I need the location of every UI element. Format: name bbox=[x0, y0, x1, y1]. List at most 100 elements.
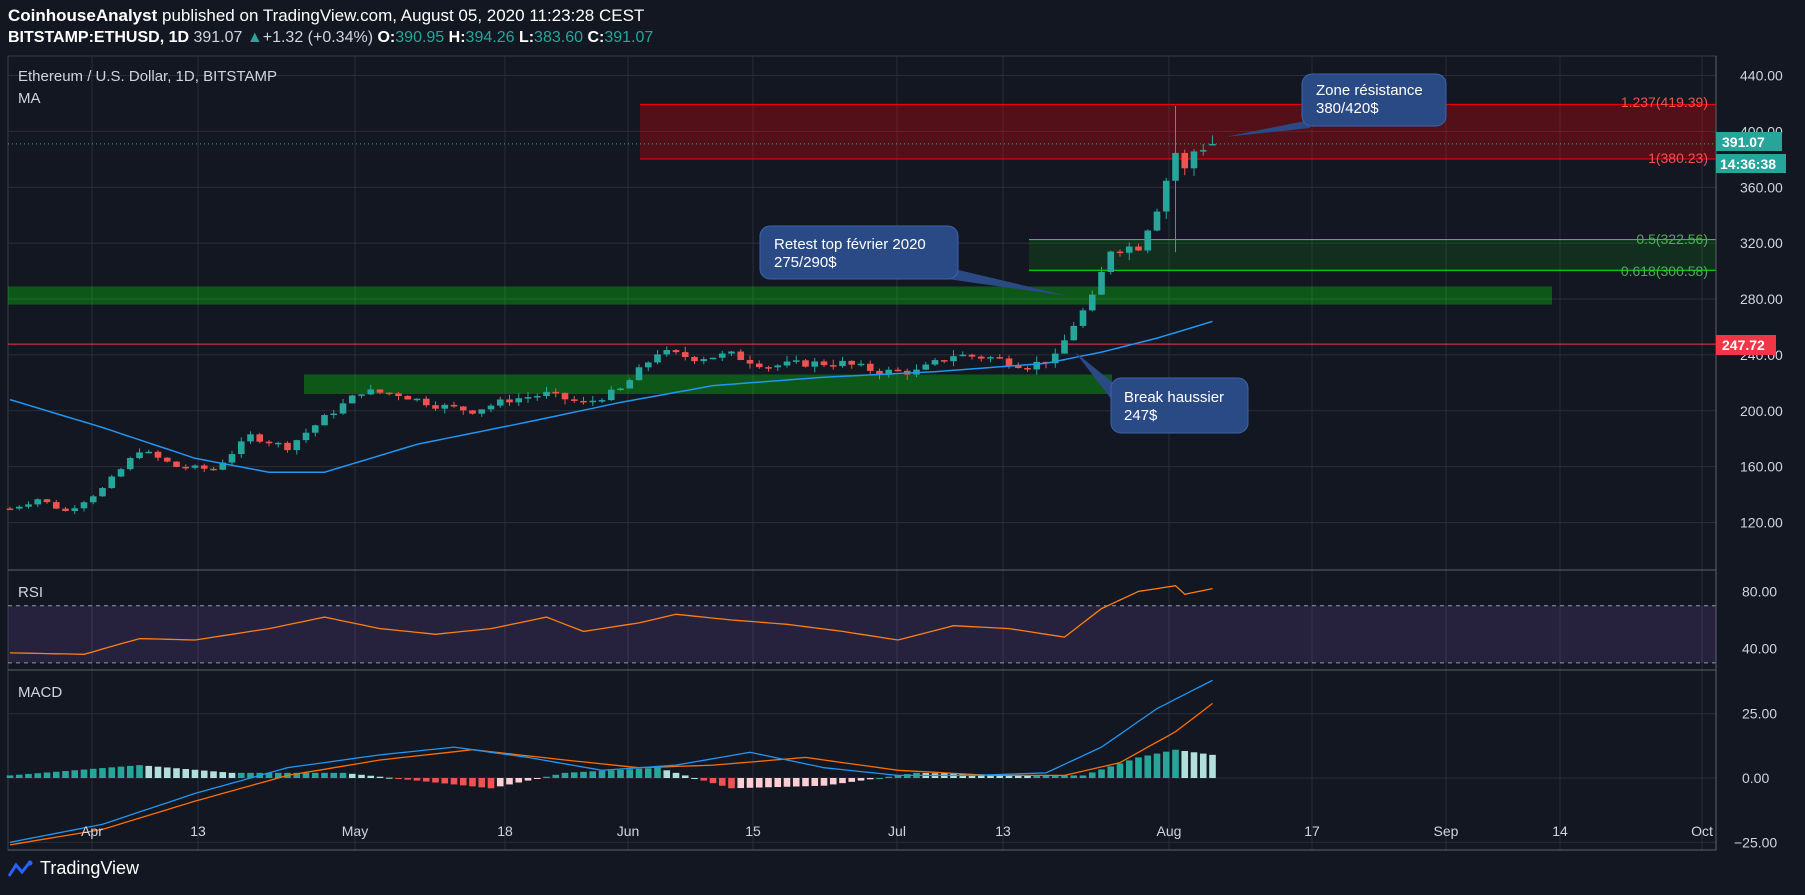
macd-bar bbox=[43, 772, 51, 778]
time-tick: 14 bbox=[1552, 823, 1568, 839]
candle bbox=[1024, 368, 1031, 370]
candle bbox=[496, 399, 504, 406]
svg-text:391.07: 391.07 bbox=[1722, 134, 1765, 150]
price-change: +1.32 (+0.34%) bbox=[262, 29, 374, 46]
time-tick: Oct bbox=[1691, 823, 1713, 839]
macd-bar bbox=[617, 769, 624, 778]
candle bbox=[718, 353, 726, 358]
candle bbox=[977, 356, 985, 359]
macd-bar bbox=[607, 770, 615, 778]
candle bbox=[34, 499, 42, 505]
time-axis[interactable]: Apr 13 May 18 Jun 15 Jul 13 Aug 17 Sep 14 Oct bbox=[81, 823, 1713, 839]
candle bbox=[996, 357, 1004, 359]
candles bbox=[6, 106, 1216, 515]
macd-bar bbox=[1162, 751, 1170, 778]
candle bbox=[1061, 340, 1068, 354]
candle bbox=[1199, 150, 1207, 152]
candle bbox=[774, 365, 782, 368]
zones bbox=[8, 103, 1716, 664]
candle bbox=[376, 389, 384, 393]
callout-retest[interactable]: Retest top février 2020 275/290$ bbox=[759, 225, 1068, 296]
candle bbox=[1107, 251, 1115, 273]
ma-line bbox=[9, 320, 1213, 473]
candle bbox=[940, 360, 948, 362]
callout-resistance[interactable]: Zone résistance 380/420$ bbox=[1225, 73, 1447, 137]
time-tick: 17 bbox=[1304, 823, 1320, 839]
macd-bar bbox=[728, 778, 735, 789]
level-badge: 247.72 bbox=[1716, 335, 1776, 355]
time-tick: Sep bbox=[1434, 823, 1459, 839]
candle bbox=[99, 488, 106, 497]
macd-signal-line bbox=[9, 702, 1213, 846]
candle bbox=[950, 356, 957, 362]
macd-label[interactable]: MACD bbox=[18, 684, 62, 701]
time-tick: Jun bbox=[617, 823, 640, 839]
rsi-tick: 80.00 bbox=[1742, 583, 1777, 599]
high-label: H: bbox=[448, 29, 466, 46]
macd-bar bbox=[1098, 769, 1105, 778]
macd-bar bbox=[145, 765, 153, 778]
candle bbox=[792, 360, 800, 362]
price-tick: 440.00 bbox=[1740, 68, 1783, 84]
macd-bar bbox=[173, 768, 180, 778]
candle bbox=[580, 400, 587, 403]
macd-bar bbox=[903, 774, 911, 778]
candle bbox=[293, 440, 301, 451]
macd-bar bbox=[1209, 754, 1216, 778]
macd-bar bbox=[376, 776, 384, 778]
tradingview-brand: TradingView bbox=[40, 858, 140, 878]
candle bbox=[1181, 152, 1189, 169]
macd-bar bbox=[820, 778, 828, 786]
callout-breakout[interactable]: Break haussier 247$ bbox=[1075, 352, 1249, 434]
price-tick: 280.00 bbox=[1740, 291, 1783, 307]
macd-bar bbox=[339, 772, 347, 778]
macd-bar bbox=[792, 778, 800, 787]
macd-bar bbox=[413, 778, 421, 781]
macd-bar bbox=[348, 773, 356, 778]
time-tick: Aug bbox=[1157, 823, 1182, 839]
macd-bar bbox=[496, 778, 504, 787]
macd-bar bbox=[71, 770, 79, 778]
macd-bar bbox=[358, 774, 365, 778]
tradingview-logo[interactable]: TradingView bbox=[8, 858, 139, 879]
candle bbox=[136, 452, 143, 459]
macd-bar bbox=[1125, 760, 1133, 778]
ma-indicator-label[interactable]: MA bbox=[18, 90, 41, 107]
price-axis[interactable]: 120.00160.00200.00240.00280.00320.00360.… bbox=[1734, 68, 1783, 851]
macd-bar bbox=[422, 778, 430, 782]
candle bbox=[765, 367, 772, 369]
candle bbox=[552, 391, 560, 394]
macd-bar bbox=[1051, 775, 1059, 778]
macd-bar bbox=[1042, 775, 1050, 778]
rsi-label[interactable]: RSI bbox=[18, 584, 43, 601]
candle bbox=[691, 356, 698, 362]
macd-bar bbox=[802, 778, 809, 787]
macd-bar bbox=[302, 772, 310, 778]
macd-bar bbox=[691, 778, 698, 779]
macd-bar bbox=[1199, 753, 1207, 778]
candle bbox=[506, 399, 513, 403]
macd-bar bbox=[182, 769, 190, 778]
candle bbox=[681, 352, 689, 357]
macd-bar bbox=[1135, 757, 1142, 778]
macd-bar bbox=[598, 770, 606, 778]
macd-line bbox=[9, 679, 1213, 843]
zone-support-retest bbox=[8, 286, 1552, 305]
candle bbox=[1088, 294, 1096, 311]
candle bbox=[219, 462, 227, 470]
breakout-level: 247$ bbox=[1124, 407, 1158, 424]
candle bbox=[543, 391, 550, 397]
time-tick: 13 bbox=[995, 823, 1011, 839]
candle bbox=[1125, 246, 1133, 253]
candle bbox=[358, 394, 365, 396]
candle bbox=[413, 398, 421, 401]
macd-bar bbox=[765, 778, 772, 788]
macd-bar bbox=[1190, 752, 1198, 778]
rsi-line bbox=[9, 585, 1213, 655]
macd-bar bbox=[404, 778, 412, 780]
fib-05-label: 0.5(322.56) bbox=[1636, 231, 1708, 247]
author-name[interactable]: CoinhouseAnalyst bbox=[8, 6, 158, 25]
macd-bar bbox=[774, 778, 782, 787]
candle bbox=[108, 476, 116, 489]
